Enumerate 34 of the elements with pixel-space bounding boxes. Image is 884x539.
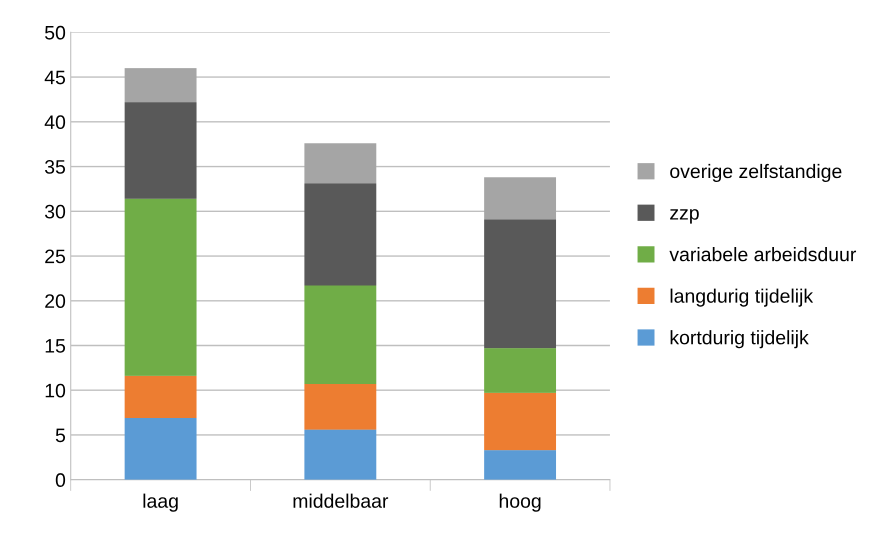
- y-tick-label: 40: [44, 115, 66, 130]
- x-tick-label: middelbaar: [294, 494, 388, 508]
- y-tick-label: 0: [56, 473, 66, 487]
- legend-label: kortdurig tijdelijk: [670, 330, 809, 348]
- bar: [304, 384, 376, 430]
- legend-label: zzp: [670, 209, 699, 224]
- bar: [304, 143, 376, 184]
- bar: [304, 286, 376, 384]
- y-tick-label: 10: [46, 384, 66, 398]
- bar: [484, 348, 556, 393]
- x-tick-label: laag: [144, 494, 178, 512]
- bar: [484, 219, 556, 348]
- bar: [124, 376, 197, 418]
- y-tick-label: 35: [44, 160, 66, 174]
- y-tick-label: 30: [44, 204, 66, 219]
- bar: [484, 450, 556, 480]
- bar: [124, 68, 197, 102]
- y-tick-label: 25: [45, 249, 66, 264]
- bar: [484, 177, 556, 220]
- bar: [124, 198, 197, 376]
- bar: [484, 392, 556, 450]
- bar: [304, 430, 376, 480]
- legend-label: overige zelfstandige: [670, 164, 842, 182]
- y-tick-label: 45: [44, 70, 66, 84]
- legend-label: langdurig tijdelijk: [670, 288, 814, 307]
- x-tick-label: hoog: [500, 494, 540, 512]
- bar: [304, 184, 376, 286]
- y-tick-label: 50: [45, 26, 66, 40]
- y-tick-label: 15: [46, 339, 66, 353]
- bar: [124, 102, 197, 199]
- bar: [124, 418, 197, 480]
- y-tick-label: 20: [45, 294, 66, 308]
- y-tick-label: 5: [56, 428, 66, 442]
- legend-label: variabele arbeidsduur: [669, 247, 856, 262]
